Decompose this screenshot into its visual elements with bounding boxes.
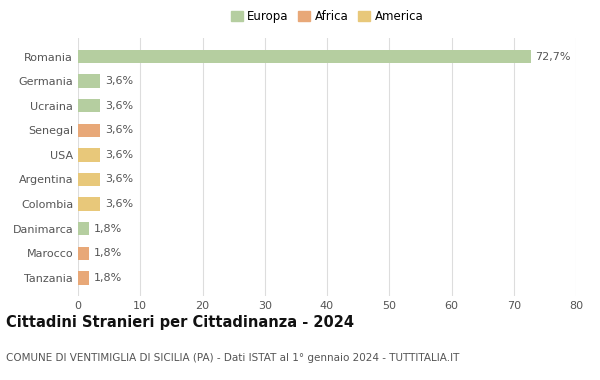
Text: 1,8%: 1,8% <box>94 224 122 234</box>
Bar <box>78 197 100 211</box>
Text: 3,6%: 3,6% <box>106 150 134 160</box>
Bar <box>78 173 100 186</box>
Text: 3,6%: 3,6% <box>106 101 134 111</box>
Text: 1,8%: 1,8% <box>94 273 122 283</box>
Text: 1,8%: 1,8% <box>94 248 122 258</box>
Text: Cittadini Stranieri per Cittadinanza - 2024: Cittadini Stranieri per Cittadinanza - 2… <box>6 315 354 330</box>
Bar <box>78 148 100 162</box>
Text: COMUNE DI VENTIMIGLIA DI SICILIA (PA) - Dati ISTAT al 1° gennaio 2024 - TUTTITAL: COMUNE DI VENTIMIGLIA DI SICILIA (PA) - … <box>6 353 460 363</box>
Bar <box>78 247 89 260</box>
Bar <box>78 74 100 88</box>
Text: 3,6%: 3,6% <box>106 174 134 185</box>
Bar <box>78 222 89 236</box>
Bar <box>78 50 530 63</box>
Bar <box>78 99 100 112</box>
Text: 3,6%: 3,6% <box>106 199 134 209</box>
Text: 3,6%: 3,6% <box>106 125 134 135</box>
Bar <box>78 271 89 285</box>
Legend: Europa, Africa, America: Europa, Africa, America <box>226 5 428 28</box>
Text: 72,7%: 72,7% <box>536 52 571 62</box>
Bar <box>78 124 100 137</box>
Text: 3,6%: 3,6% <box>106 76 134 86</box>
